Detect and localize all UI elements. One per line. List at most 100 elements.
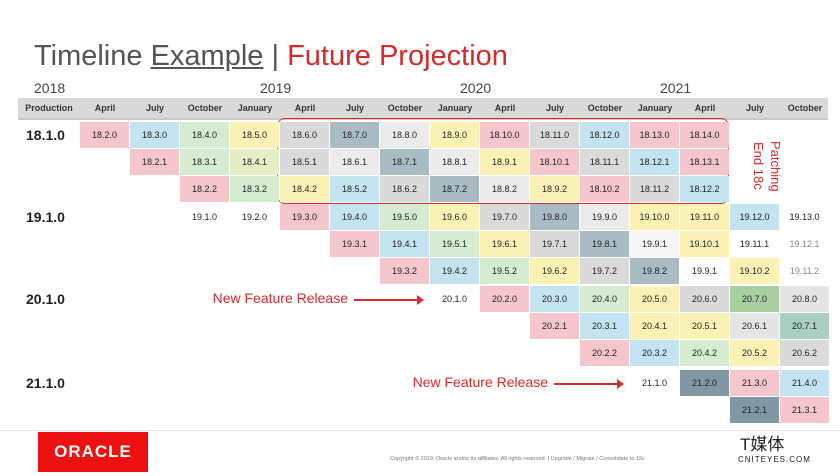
- release-cell: 19.5.1: [430, 231, 479, 257]
- release-cell: 19.11.2: [780, 258, 829, 284]
- release-cell: 20.5.0: [630, 286, 679, 312]
- release-cell: 19.6.0: [430, 204, 479, 230]
- release-cell: 18.3.2: [230, 176, 279, 202]
- release-cell: 19.7.2: [580, 258, 629, 284]
- release-cell: 18.6.2: [380, 176, 429, 202]
- year-label: 2018: [34, 80, 66, 96]
- release-cell: 18.2.2: [180, 176, 229, 202]
- header-month: January: [637, 103, 673, 113]
- release-cell: 18.10.1: [530, 149, 579, 175]
- year-label: 2020: [460, 80, 492, 96]
- header-month: July: [745, 103, 764, 113]
- feature-arrow: [354, 295, 424, 305]
- release-cell: 19.6.1: [480, 231, 529, 257]
- release-cell: 18.5.1: [280, 149, 329, 175]
- release-cell: 20.4.1: [630, 313, 679, 339]
- release-cell: 19.8.0: [530, 204, 579, 230]
- release-cell: 21.2.0: [680, 370, 729, 396]
- release-cell: 19.10.0: [630, 204, 679, 230]
- release-cell: 20.2.1: [530, 313, 579, 339]
- row-label: 18.1.0: [26, 127, 65, 143]
- release-cell: 19.10.1: [680, 231, 729, 257]
- release-cell: 19.9.1: [680, 258, 729, 284]
- header-month: April: [694, 103, 716, 113]
- release-cell: 18.8.0: [380, 122, 429, 148]
- release-cell: 19.7.0: [480, 204, 529, 230]
- release-cell: 18.7.2: [430, 176, 479, 202]
- release-cell: 19.3.0: [280, 204, 329, 230]
- year-label: 2019: [260, 80, 292, 96]
- release-cell: 20.2.2: [580, 340, 629, 366]
- release-cell: 21.3.0: [730, 370, 779, 396]
- release-cell: 18.10.0: [480, 122, 529, 148]
- watermark: T媒体: [740, 435, 785, 454]
- release-cell: 18.7.0: [330, 122, 379, 148]
- release-cell: 18.12.2: [680, 176, 729, 202]
- release-cell: 18.2.0: [80, 122, 129, 148]
- release-cell: 18.3.1: [180, 149, 229, 175]
- release-cell: 18.11.0: [530, 122, 579, 148]
- release-cell: 20.6.2: [780, 340, 829, 366]
- release-cell: 19.6.2: [530, 258, 579, 284]
- release-cell: 20.3.2: [630, 340, 679, 366]
- release-cell: 20.7.1: [780, 313, 829, 339]
- release-cell: 19.5.0: [380, 204, 429, 230]
- header-month: January: [437, 103, 473, 113]
- header-month: July: [345, 103, 364, 113]
- release-cell: 18.13.1: [680, 149, 729, 175]
- release-cell: 18.8.2: [480, 176, 529, 202]
- release-cell: 18.4.0: [180, 122, 229, 148]
- release-cell: 18.12.0: [580, 122, 629, 148]
- row-label: 21.1.0: [26, 375, 65, 391]
- release-cell: 18.9.1: [480, 149, 529, 175]
- release-cell: 18.3.0: [130, 122, 179, 148]
- release-cell: 19.1.0: [180, 204, 229, 230]
- title-left: Timeline: [34, 40, 143, 72]
- release-cell: 20.3.1: [580, 313, 629, 339]
- release-cell: 19.5.2: [480, 258, 529, 284]
- release-cell: 19.9.1: [630, 231, 679, 257]
- header-month: July: [145, 103, 164, 113]
- release-cell: 19.7.1: [530, 231, 579, 257]
- release-cell: 20.6.0: [680, 286, 729, 312]
- release-cell: 20.1.0: [430, 286, 479, 312]
- feature-note: New Feature Release: [212, 290, 348, 306]
- title-right: Future Projection: [287, 40, 508, 72]
- header-band: [18, 98, 828, 120]
- header-month: October: [187, 103, 223, 113]
- footer-line: [0, 430, 840, 431]
- release-cell: 19.10.2: [730, 258, 779, 284]
- title-link: Example: [150, 40, 264, 72]
- release-cell: 18.8.1: [430, 149, 479, 175]
- title: Timeline Example | Future Projection: [34, 40, 508, 73]
- release-cell: 21.1.0: [630, 370, 679, 396]
- row-label: 20.1.0: [26, 291, 65, 307]
- release-cell: 19.12.0: [730, 204, 779, 230]
- row-label: 19.1.0: [26, 209, 65, 225]
- release-cell: 18.9.0: [430, 122, 479, 148]
- release-cell: 18.4.2: [280, 176, 329, 202]
- logo: ORACLE: [38, 432, 148, 472]
- release-cell: 19.11.0: [680, 204, 729, 230]
- release-cell: 19.4.0: [330, 204, 379, 230]
- release-cell: 19.4.1: [380, 231, 429, 257]
- header-production: Production: [25, 103, 73, 113]
- release-cell: 21.4.0: [780, 370, 829, 396]
- watermark-url: CNITEYES.COM: [738, 455, 811, 464]
- release-cell: 18.5.0: [230, 122, 279, 148]
- year-label: 2021: [660, 80, 692, 96]
- release-cell: 18.4.1: [230, 149, 279, 175]
- release-cell: 18.13.0: [630, 122, 679, 148]
- release-cell: 21.3.1: [780, 397, 829, 423]
- release-cell: 19.8.2: [630, 258, 679, 284]
- release-cell: 19.4.2: [430, 258, 479, 284]
- release-cell: 20.4.0: [580, 286, 629, 312]
- release-cell: 19.2.0: [230, 204, 279, 230]
- release-cell: 19.12.1: [780, 231, 829, 257]
- release-cell: 19.8.1: [580, 231, 629, 257]
- release-cell: 19.11.1: [730, 231, 779, 257]
- release-cell: 19.3.1: [330, 231, 379, 257]
- copyright: Copyright © 2019, Oracle and/or its affi…: [390, 456, 645, 462]
- release-cell: 18.6.0: [280, 122, 329, 148]
- release-cell: 18.12.1: [630, 149, 679, 175]
